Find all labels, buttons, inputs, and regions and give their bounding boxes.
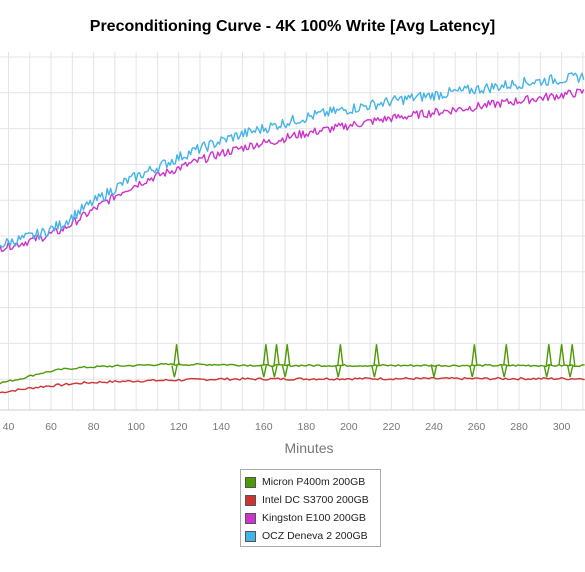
x-tick-label: 160	[255, 421, 273, 433]
series-dip	[335, 365, 342, 378]
series-spike	[283, 344, 291, 366]
series-line	[0, 376, 585, 394]
series-dip	[566, 365, 574, 378]
legend: Micron P400m 200GB Intel DC S3700 200GB Ki…	[240, 469, 381, 547]
series-lines	[0, 72, 585, 394]
legend-swatch	[245, 476, 256, 488]
series-line	[0, 72, 585, 248]
series-spike	[373, 344, 380, 366]
series-spike	[273, 344, 280, 366]
series-spike	[471, 344, 478, 366]
x-tick-label: 120	[170, 421, 188, 433]
legend-swatch	[245, 512, 256, 524]
series-line	[0, 362, 585, 385]
series-dip	[271, 365, 278, 378]
x-tick-label: 60	[45, 421, 57, 433]
x-tick-label: 240	[425, 421, 443, 433]
x-tick-label: 260	[468, 421, 486, 433]
series-spike	[545, 344, 553, 366]
legend-item: OCZ Deneva 2 200GB	[245, 527, 380, 545]
series-dip	[260, 365, 267, 378]
series-dip	[543, 365, 550, 378]
legend-label: OCZ Deneva 2 200GB	[262, 530, 368, 542]
grid	[0, 52, 585, 411]
chart-title: Preconditioning Curve - 4K 100% Write [A…	[89, 18, 496, 35]
series-dip	[171, 365, 178, 378]
series-spike	[558, 344, 565, 366]
x-tick-label: 280	[510, 421, 528, 433]
legend-swatch	[245, 530, 256, 542]
series-dip	[469, 365, 476, 378]
x-axis-label: Minutes	[284, 440, 334, 456]
series-dip	[500, 365, 508, 378]
x-tick-label: 200	[340, 421, 358, 433]
series-spike	[569, 344, 576, 366]
series-spike	[503, 344, 510, 366]
legend-label: Intel DC S3700 200GB	[262, 494, 369, 506]
series-dip	[281, 365, 289, 378]
x-tick-label: 40	[3, 421, 15, 433]
series-spike	[173, 344, 180, 366]
x-tick-label: 180	[298, 421, 316, 433]
legend-item: Kingston E100 200GB	[245, 509, 380, 527]
series-line	[0, 88, 585, 252]
x-tick-label: 300	[553, 421, 571, 433]
legend-item: Micron P400m 200GB	[245, 473, 380, 491]
series-spike	[262, 344, 270, 366]
legend-label: Kingston E100 200GB	[262, 512, 366, 524]
series-dip	[371, 365, 378, 378]
legend-item: Intel DC S3700 200GB	[245, 491, 380, 509]
x-tick-label: 80	[88, 421, 100, 433]
series-spike	[337, 344, 344, 366]
x-tick-label: 140	[212, 421, 230, 433]
x-tick-label: 100	[127, 421, 145, 433]
series-dip	[430, 365, 438, 378]
legend-swatch	[245, 494, 256, 506]
x-axis-ticks: 40 60 80 100 120 140 160 180 200 220 240 260 280 300	[3, 421, 571, 433]
legend-label: Micron P400m 200GB	[262, 476, 366, 488]
x-tick-label: 220	[383, 421, 401, 433]
